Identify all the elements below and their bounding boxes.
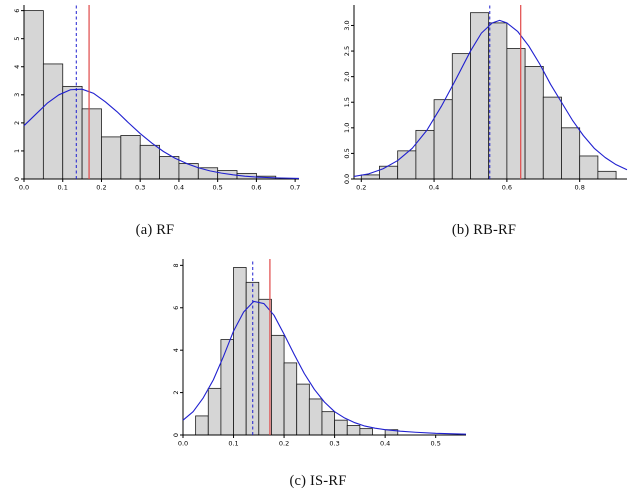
histogram-bar: [195, 415, 209, 436]
histogram-bar: [233, 267, 247, 436]
density-curve: [182, 300, 467, 435]
histogram-bar: [542, 96, 562, 180]
x-tick-label: 0.6: [502, 184, 512, 192]
histogram-bar: [296, 383, 310, 436]
histogram-bar: [220, 339, 234, 436]
y-tick-label: 2.0: [343, 71, 351, 81]
y-tick-label: 0.5: [343, 148, 351, 158]
histogram-bar: [197, 167, 219, 180]
histogram-bar: [470, 12, 490, 180]
y-tick-label: 2.5: [343, 46, 351, 56]
histogram-bar: [359, 428, 373, 436]
y-tick-label: 4: [13, 65, 21, 69]
histogram-bar: [451, 53, 471, 180]
x-tick-label: 0.2: [356, 184, 366, 192]
histogram-bar: [271, 334, 285, 436]
caption-rb-rf: (b) RB-RF: [451, 222, 517, 238]
y-tick-label: 0: [13, 177, 21, 181]
histogram-bar: [360, 174, 380, 180]
x-tick-label: 0.5: [212, 184, 222, 192]
y-tick-label: 1: [13, 149, 21, 153]
x-tick-label: 0.4: [429, 184, 439, 192]
histogram-bar: [561, 127, 581, 180]
y-tick-label: 3.0: [343, 20, 351, 30]
y-tick-label: 1.5: [343, 97, 351, 107]
histogram-bar: [139, 144, 160, 180]
x-tick-label: 0.1: [58, 184, 68, 192]
caption-rf: (a) RF: [135, 222, 175, 238]
y-tick-label: 8: [172, 263, 180, 267]
x-tick-label: 0.3: [329, 440, 339, 448]
y-tick-label: 5: [13, 37, 21, 41]
rb-rf-histogram-chart: 0.2 0.4 0.6 0.8 0.0 0.5 1.0 1.5 2.0 2.5 3.0: [334, 0, 634, 196]
histogram-bar: [62, 85, 83, 180]
y-tick-label: 6: [172, 306, 180, 310]
density-curve: [23, 88, 300, 179]
x-tick-label: 0.5: [431, 440, 441, 448]
histogram-bar: [397, 150, 417, 180]
y-tick-label: 3: [13, 93, 21, 97]
rf-histogram-chart: 0.0 0.1 0.2 0.3 0.4 0.5 0.6 0.7 0 1 2 3 4 5 6: [4, 0, 306, 196]
y-tick-label: 0.0: [343, 174, 351, 184]
histogram-bar: [120, 135, 141, 180]
x-tick-label: 0.2: [96, 184, 106, 192]
x-tick-label: 0.0: [178, 440, 188, 448]
caption-is-rf: (c) IS-RF: [289, 473, 347, 489]
histogram-bar: [159, 156, 180, 180]
histogram-bar: [81, 108, 102, 180]
y-tick-label: 2: [172, 391, 180, 395]
histogram-bar: [283, 362, 298, 436]
histogram-bar: [23, 10, 44, 180]
histogram-bar: [42, 63, 64, 180]
histogram-bar: [334, 419, 348, 436]
panel-rb-rf: 0.2 0.4 0.6 0.8 0.0 0.5 1.0 1.5 2.0 2.5 3.0 (b) RB…: [334, 0, 634, 239]
histogram-bar: [321, 411, 336, 436]
y-tick-label: 4: [172, 348, 180, 352]
y-tick-label: 6: [13, 9, 21, 13]
density-curve: [353, 19, 628, 177]
histogram-bar: [207, 387, 222, 436]
x-tick-label: 0.3: [135, 184, 145, 192]
histogram-bar: [579, 155, 599, 180]
histogram-bar: [506, 48, 526, 180]
histogram-bar: [308, 398, 323, 436]
panel-rf: 0.0 0.1 0.2 0.3 0.4 0.5 0.6 0.7 0 1 2 3 4 5 6 (a) RF: [4, 0, 306, 239]
is-rf-histogram-chart: 0.0 0.1 0.2 0.3 0.4 0.5 0 2 4 6 8: [163, 254, 473, 452]
histogram-bar: [524, 66, 544, 180]
x-tick-label: 0.6: [251, 184, 261, 192]
histogram-bar: [101, 136, 122, 180]
x-tick-label: 0.4: [380, 440, 390, 448]
y-tick-label: 2: [13, 121, 21, 125]
histogram-bar: [346, 425, 361, 436]
panel-is-rf: 0.0 0.1 0.2 0.3 0.4 0.5 0 2 4 6 8 (c) IS-RF: [163, 254, 473, 490]
x-tick-label: 0.0: [19, 184, 29, 192]
histogram-bar: [488, 22, 508, 180]
x-tick-label: 0.2: [279, 440, 289, 448]
histogram-bar: [415, 129, 435, 180]
x-tick-label: 0.7: [290, 184, 300, 192]
x-tick-label: 0.4: [174, 184, 184, 192]
y-tick-label: 0: [172, 433, 180, 437]
histogram-bar: [597, 170, 617, 180]
histogram-bar: [433, 99, 453, 180]
x-tick-label: 0.1: [228, 440, 238, 448]
histogram-bar: [178, 163, 199, 180]
histogram-bar: [379, 165, 399, 180]
x-tick-label: 0.8: [575, 184, 585, 192]
y-tick-label: 1.0: [343, 123, 351, 133]
